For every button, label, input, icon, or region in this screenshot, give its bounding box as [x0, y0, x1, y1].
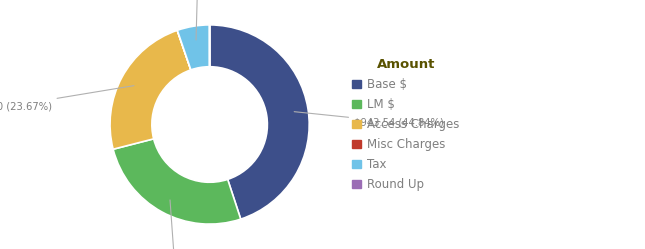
Wedge shape	[110, 30, 191, 149]
Text: $110.08 (5.23%): $110.08 (5.23%)	[156, 0, 239, 40]
Legend: Base $, LM $, Access Charges, Misc Charges, Tax, Round Up: Base $, LM $, Access Charges, Misc Charg…	[352, 58, 459, 191]
Text: $547.10 (26%): $547.10 (26%)	[137, 200, 212, 249]
Wedge shape	[177, 25, 210, 70]
Text: $943.54 (44.84%): $943.54 (44.84%)	[294, 112, 444, 127]
Wedge shape	[177, 30, 191, 70]
Text: $498.00 (23.67%): $498.00 (23.67%)	[0, 86, 134, 112]
Wedge shape	[113, 139, 241, 224]
Wedge shape	[210, 25, 309, 219]
